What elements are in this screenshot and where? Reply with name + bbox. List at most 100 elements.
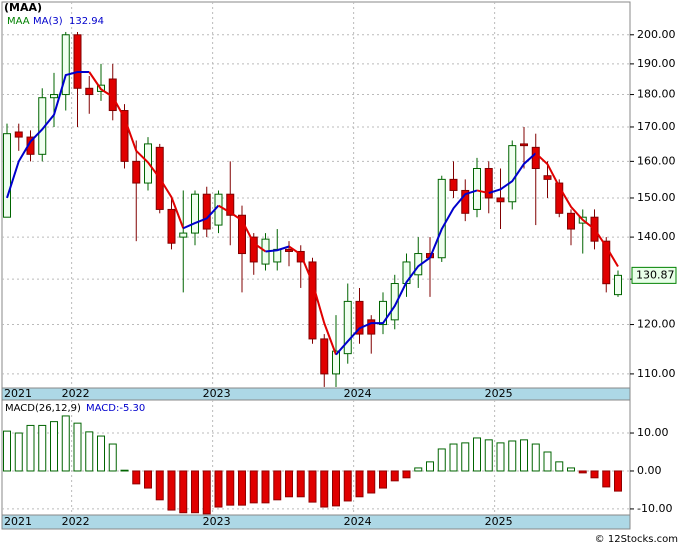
macd-bar	[273, 470, 282, 501]
footer: © 12Stocks.com	[595, 534, 678, 545]
macd-bar	[249, 470, 258, 504]
y-tick-label: 0.00	[637, 464, 662, 477]
macd-bar	[120, 469, 129, 472]
ma-line	[217, 204, 267, 253]
y-tick-label: -10.00	[637, 502, 672, 515]
candle-body	[73, 34, 82, 89]
macd-bar	[614, 470, 622, 492]
candle-body	[367, 319, 376, 335]
macd-bar	[437, 448, 446, 472]
candle-body	[226, 193, 235, 216]
candle-body	[167, 208, 176, 244]
last-price-label: 130.87	[636, 268, 675, 281]
y-tick-label: 170.00	[637, 120, 676, 133]
candle-body	[61, 34, 70, 96]
y-tick-label: 200.00	[637, 28, 676, 41]
macd-bar	[402, 470, 411, 479]
ma-line	[6, 70, 90, 199]
macd-bar	[214, 470, 223, 508]
macd-bar	[85, 431, 94, 472]
candle-body	[179, 232, 188, 238]
candle-body	[285, 248, 293, 252]
chart-title: (MAA)	[4, 1, 42, 14]
macd-bar	[132, 470, 141, 485]
macd-bar	[355, 470, 364, 498]
date-band	[1, 514, 631, 530]
candle-body	[461, 189, 470, 214]
candle-body	[531, 146, 540, 169]
candle-body	[202, 193, 211, 230]
x-tick-label: 2021	[4, 515, 32, 528]
x-tick-label: 2025	[485, 387, 513, 400]
candle-body	[520, 143, 528, 147]
macd-bar	[520, 439, 528, 472]
macd-bar	[50, 421, 58, 472]
candle-body	[484, 167, 493, 199]
candle-body	[555, 182, 564, 214]
macd-bar	[473, 437, 481, 472]
candle-body	[332, 350, 340, 375]
x-tick-label: 2023	[203, 387, 231, 400]
macd-bar	[296, 470, 305, 498]
macd-bar	[390, 470, 399, 482]
macd-bar	[484, 439, 493, 472]
candle-body	[449, 178, 458, 191]
macd-bar	[261, 470, 270, 504]
macd-bar	[567, 467, 575, 472]
ma-line	[488, 152, 537, 195]
plot: 110.00120.00130.00140.00150.00160.00170.…	[2, 2, 677, 528]
legend-entry: MACD(26,12,9)	[5, 403, 81, 414]
candle-body	[473, 167, 481, 210]
macd-bar	[285, 470, 293, 498]
x-tick-label: 2022	[62, 387, 90, 400]
candle-body	[85, 87, 94, 96]
candle-body	[355, 300, 364, 335]
ma-line	[182, 204, 220, 230]
x-tick-label: 2023	[203, 515, 231, 528]
x-tick-label: 2025	[485, 515, 513, 528]
macd-bar	[38, 424, 47, 472]
candle-body	[14, 131, 23, 138]
y-tick-label: 150.00	[637, 191, 676, 204]
date-band	[1, 387, 631, 401]
candle-body	[132, 160, 141, 184]
macd-bar	[97, 435, 105, 472]
macd-bar	[367, 470, 376, 494]
macd-bar	[108, 443, 117, 472]
macd-bar	[238, 470, 246, 506]
last-price-box	[631, 266, 677, 284]
y-tick-label: 10.00	[637, 426, 669, 439]
ma-line	[265, 245, 290, 253]
macd-bar	[555, 461, 564, 472]
legend-entry: MA(3)	[33, 16, 63, 27]
y-tick-label: 160.00	[637, 154, 676, 167]
candle-body	[602, 240, 611, 285]
candle-body	[238, 214, 246, 255]
x-tick-label: 2021	[4, 387, 32, 400]
macd-bar	[602, 470, 611, 488]
ma-line	[535, 152, 619, 267]
legend-value: 132.94	[69, 16, 104, 27]
candle-body	[320, 338, 329, 375]
legend-entry: MACD:-5.30	[86, 403, 145, 414]
macd-bar	[191, 470, 199, 514]
macd-bar	[226, 470, 235, 506]
macd-bar	[3, 430, 11, 472]
macd-bar	[496, 442, 505, 472]
x-tick-label: 2022	[62, 515, 90, 528]
candle-body	[50, 94, 58, 99]
y-tick-label: 190.00	[637, 57, 676, 70]
x-tick-label: 2024	[344, 515, 372, 528]
macd-bar	[14, 432, 23, 472]
macd-bar	[578, 470, 587, 474]
candle-body	[614, 274, 622, 296]
candle-body	[437, 178, 446, 259]
macd-bar	[543, 451, 552, 472]
candle-body	[3, 133, 11, 218]
ma-line	[476, 189, 489, 195]
macd-bar	[308, 470, 317, 503]
macd-bar	[590, 470, 599, 479]
macd-bar	[508, 440, 517, 472]
candle-body	[543, 175, 552, 180]
